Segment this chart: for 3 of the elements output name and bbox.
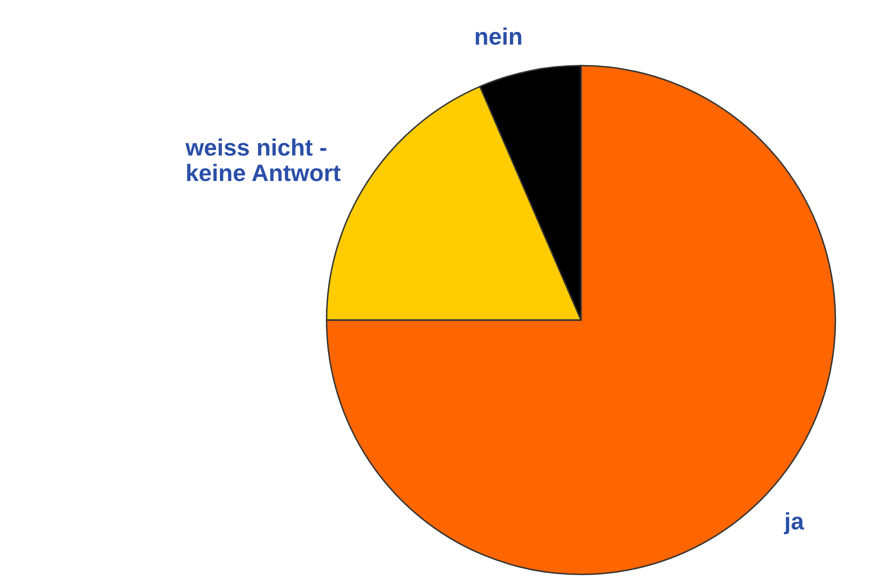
slice-label: weiss nicht - keine Antwort	[185, 138, 340, 182]
slice-label: ja	[784, 512, 804, 534]
slice-label: nein	[476, 27, 522, 45]
